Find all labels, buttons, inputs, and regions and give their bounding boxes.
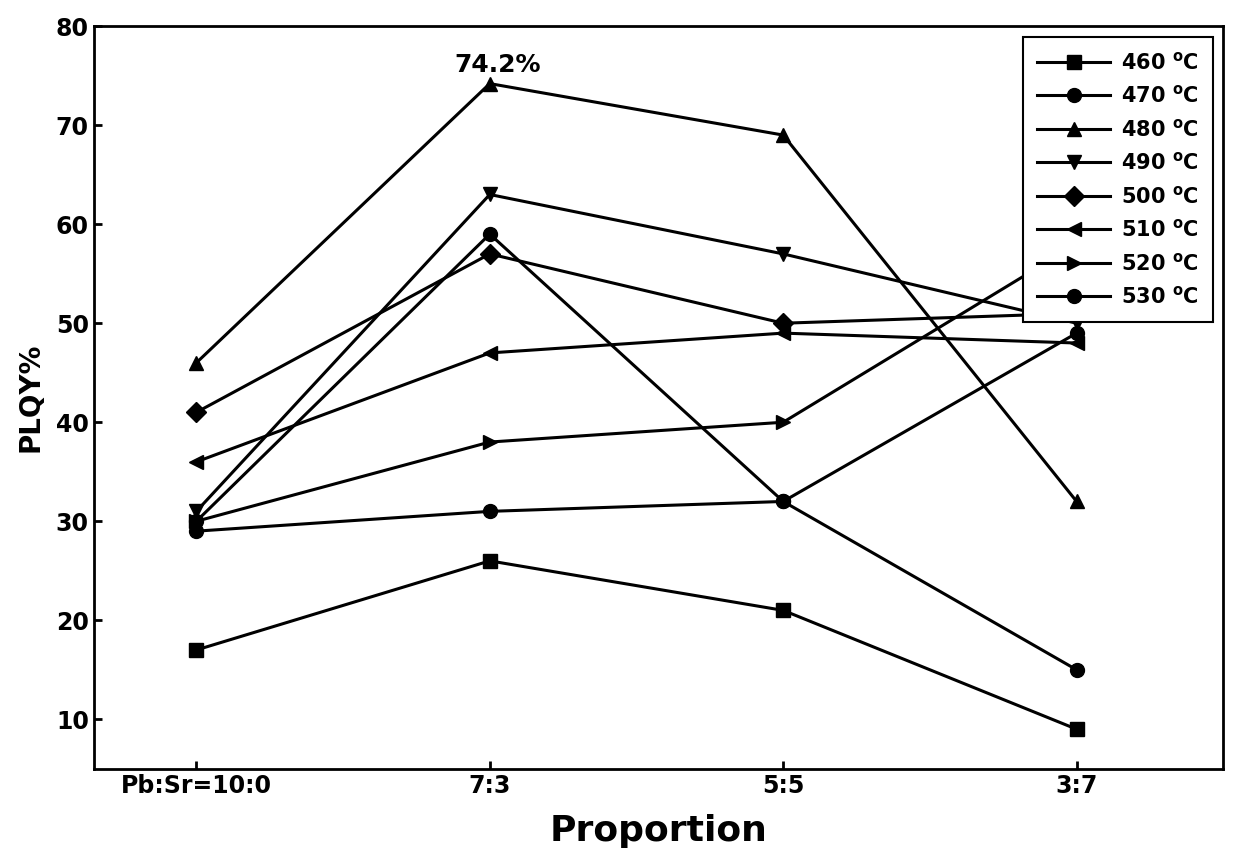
490	[776, 249, 791, 260]
500	[482, 249, 497, 260]
460	[1069, 724, 1084, 734]
490	[482, 189, 497, 200]
480	[776, 130, 791, 140]
470	[482, 229, 497, 240]
490	[1069, 318, 1084, 329]
Line: 500: 500	[190, 247, 1084, 420]
Line: 480: 480	[190, 77, 1084, 509]
Line: 520: 520	[190, 237, 1084, 529]
Line: 490: 490	[190, 188, 1084, 518]
500	[776, 318, 791, 329]
510	[776, 328, 791, 338]
530	[1069, 328, 1084, 338]
Line: 510: 510	[190, 326, 1084, 469]
470	[776, 497, 791, 507]
510	[482, 348, 497, 358]
460	[188, 644, 203, 655]
490	[188, 506, 203, 516]
520	[482, 437, 497, 447]
510	[1069, 338, 1084, 349]
460	[776, 606, 791, 616]
Y-axis label: PLQY%: PLQY%	[16, 343, 45, 452]
Legend: 460 $^{\mathbf{o}}$C, 470 $^{\mathbf{o}}$C, 480 $^{\mathbf{o}}$C, 490 $^{\mathbf: 460 $^{\mathbf{o}}$C, 470 $^{\mathbf{o}}…	[1023, 36, 1213, 322]
Line: 460: 460	[190, 554, 1084, 736]
520	[1069, 239, 1084, 249]
530	[776, 497, 791, 507]
530	[188, 526, 203, 536]
Line: 530: 530	[190, 326, 1084, 538]
510	[188, 457, 203, 467]
530	[482, 506, 497, 516]
520	[188, 516, 203, 527]
520	[776, 417, 791, 427]
480	[482, 79, 497, 89]
Line: 470: 470	[190, 227, 1084, 676]
460	[482, 555, 497, 566]
Text: 74.2%: 74.2%	[455, 53, 541, 77]
470	[188, 516, 203, 527]
470	[1069, 664, 1084, 675]
X-axis label: Proportion: Proportion	[549, 814, 768, 849]
500	[188, 407, 203, 418]
480	[1069, 497, 1084, 507]
500	[1069, 308, 1084, 318]
480	[188, 357, 203, 368]
